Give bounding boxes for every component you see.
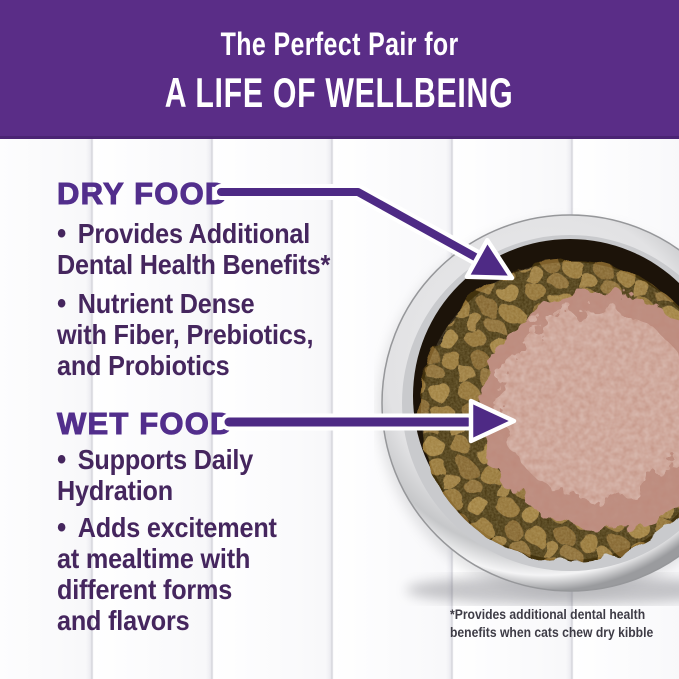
- food-bowl-photo: [378, 214, 679, 605]
- bullet-line: at mealtime with: [57, 543, 251, 574]
- wet-food-heading: WET FOOD: [57, 406, 234, 442]
- bullet-line: • Adds excitement: [57, 511, 277, 544]
- bullet-dot: •: [57, 443, 67, 476]
- bullet-line: • Provides Additional: [57, 217, 311, 250]
- bullet-line: with Fiber, Prebiotics,: [57, 319, 314, 350]
- bullet-line: Dental Health Benefits*: [57, 249, 331, 280]
- bullet-dot: •: [57, 287, 67, 320]
- bullet-line: • Supports Daily: [57, 443, 254, 476]
- bullet-dot: •: [57, 217, 67, 250]
- header-banner: The Perfect Pair for A LIFE OF WELLBEING: [0, 0, 679, 139]
- bullet-dot: •: [57, 511, 67, 544]
- footnote: *Provides additional dental health benef…: [450, 606, 653, 642]
- bullet-line: and flavors: [57, 605, 190, 636]
- dry-food-bullet-dental: • Provides Additional Dental Health Benef…: [57, 218, 381, 280]
- dry-food-bullet-nutrient: • Nutrient Dense with Fiber, Prebiotics, …: [57, 288, 381, 381]
- bullet-line: different forms: [57, 574, 233, 605]
- bullet-line: • Nutrient Dense: [57, 287, 255, 320]
- bullet-line: Hydration: [57, 475, 174, 506]
- wet-food-bullet-hydration: • Supports Daily Hydration: [57, 444, 381, 506]
- banner-title: A LIFE OF WELLBEING: [165, 68, 514, 116]
- bullet-line: and Probiotics: [57, 350, 230, 381]
- banner-subtitle: The Perfect Pair for: [220, 25, 459, 62]
- footnote-line: *Provides additional dental health: [450, 607, 646, 622]
- dry-food-heading: DRY FOOD: [57, 176, 229, 212]
- footnote-line: benefits when cats chew dry kibble: [450, 625, 654, 640]
- wet-food-bullet-excitement: • Adds excitement at mealtime with differ…: [57, 512, 381, 636]
